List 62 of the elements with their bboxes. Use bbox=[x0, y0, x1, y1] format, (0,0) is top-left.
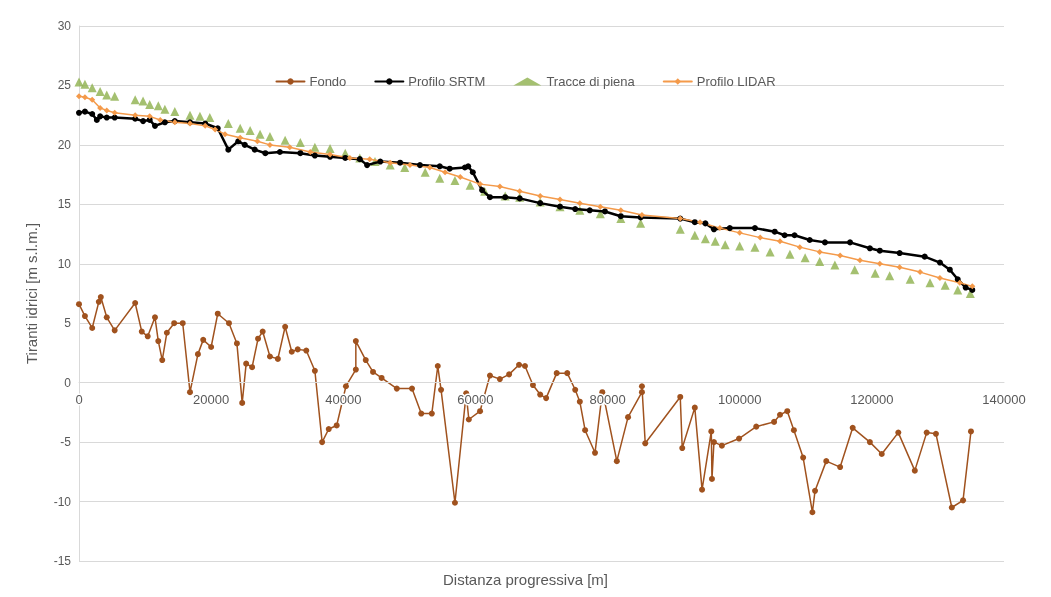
point bbox=[426, 164, 433, 171]
point bbox=[796, 244, 803, 251]
legend-label: Profilo SRTM bbox=[408, 74, 486, 89]
y-axis-title: Tiranti idrici [m s.l.m.] bbox=[23, 222, 40, 365]
point bbox=[387, 159, 394, 166]
y-tick-label: 10 bbox=[57, 256, 72, 271]
x-tick-label: 0 bbox=[75, 391, 83, 407]
point bbox=[736, 229, 743, 236]
point bbox=[777, 238, 784, 245]
point bbox=[597, 203, 604, 210]
point bbox=[457, 173, 464, 180]
point bbox=[697, 219, 704, 226]
point bbox=[307, 149, 314, 156]
point bbox=[286, 144, 293, 151]
point bbox=[757, 234, 764, 241]
point bbox=[496, 183, 503, 190]
point bbox=[407, 162, 414, 169]
point bbox=[366, 156, 373, 163]
point bbox=[837, 252, 844, 259]
point bbox=[346, 154, 353, 161]
y-tick-label: 30 bbox=[57, 19, 72, 33]
point bbox=[477, 181, 484, 188]
y-tick-label: 25 bbox=[57, 78, 72, 93]
point bbox=[876, 260, 883, 267]
point bbox=[157, 116, 164, 123]
point bbox=[617, 207, 624, 214]
y-tick-label: -10 bbox=[53, 494, 72, 509]
point bbox=[816, 248, 823, 255]
legend-label: Profilo LIDAR bbox=[696, 74, 776, 89]
y-tick-label: 20 bbox=[57, 137, 72, 152]
legend-label: Fondo bbox=[309, 74, 347, 89]
point bbox=[81, 94, 88, 101]
point bbox=[442, 169, 449, 176]
x-tick-label: 120000 bbox=[850, 391, 894, 407]
point bbox=[76, 93, 82, 100]
point bbox=[936, 275, 943, 282]
x-axis-title: Distanza progressiva [m] bbox=[442, 571, 609, 588]
point bbox=[716, 225, 723, 232]
y-tick-label: 0 bbox=[64, 375, 72, 390]
y-tick-label: -15 bbox=[53, 554, 72, 568]
point bbox=[557, 196, 563, 203]
point bbox=[856, 257, 863, 264]
y-tick-label: 15 bbox=[57, 197, 72, 212]
point bbox=[222, 131, 229, 138]
point bbox=[266, 141, 273, 148]
x-tick-label: 100000 bbox=[718, 391, 762, 407]
point bbox=[237, 134, 244, 141]
x-tick-label: 140000 bbox=[982, 391, 1026, 407]
point bbox=[97, 105, 104, 112]
y-tick-label: -5 bbox=[60, 435, 72, 450]
point bbox=[103, 107, 110, 114]
point bbox=[896, 264, 903, 271]
point bbox=[111, 109, 118, 116]
x-tick-label: 20000 bbox=[193, 391, 230, 407]
point bbox=[576, 200, 583, 207]
y-tick-label: 5 bbox=[64, 316, 72, 331]
point bbox=[917, 269, 924, 276]
point bbox=[516, 188, 523, 195]
legend-label: Tracce di piena bbox=[546, 74, 636, 89]
point bbox=[537, 193, 544, 200]
point bbox=[89, 96, 96, 103]
point bbox=[254, 138, 261, 145]
